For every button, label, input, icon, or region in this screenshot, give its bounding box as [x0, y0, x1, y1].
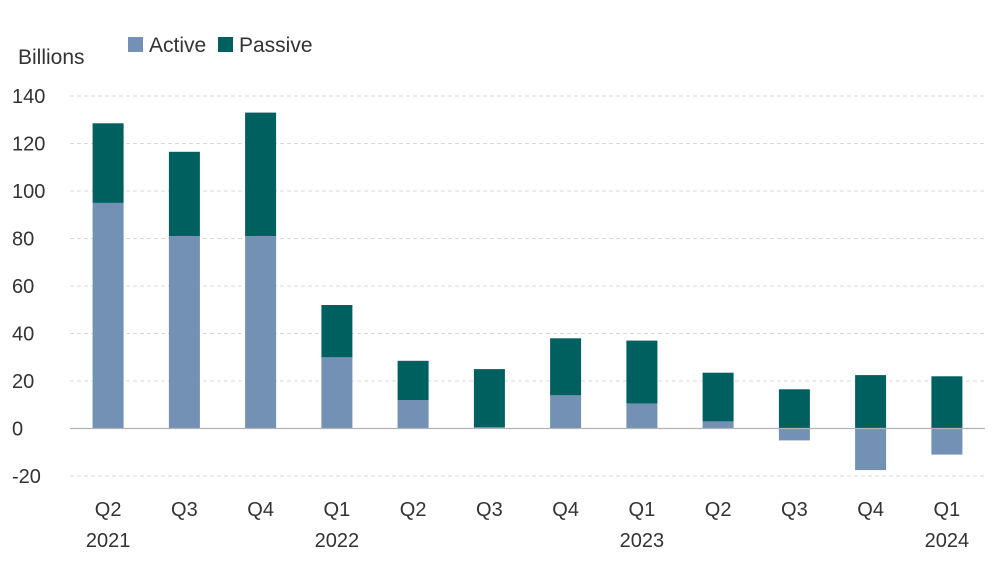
x-tick-label-quarter: Q1 — [324, 499, 351, 521]
y-tick-label: 80 — [12, 229, 34, 251]
x-tick-label-quarter: Q4 — [247, 499, 274, 521]
bar-passive-6 — [550, 338, 582, 396]
y-tick-label: -20 — [12, 466, 41, 488]
x-tick-label-quarter: Q2 — [400, 499, 427, 521]
bar-active-2 — [245, 236, 277, 429]
bar-active-0 — [92, 202, 124, 429]
legend-label-passive: Passive — [239, 34, 313, 57]
bar-active-3 — [321, 357, 353, 429]
y-tick-label: 0 — [12, 419, 23, 441]
bar-active-6 — [550, 395, 582, 429]
y-tick-label: 120 — [12, 134, 45, 156]
y-axis-title: Billions — [18, 46, 85, 69]
y-axis-ticks: 140 120 100 80 60 40 20 0 -20 — [12, 86, 45, 488]
x-tick-label-quarter: Q2 — [95, 499, 122, 521]
x-tick-label-year: 2023 — [620, 530, 665, 552]
x-tick-label-quarter: Q2 — [705, 499, 732, 521]
bar-passive-2 — [245, 112, 277, 237]
y-tick-label: 100 — [12, 181, 45, 203]
bar-active-1 — [168, 236, 200, 429]
x-axis-ticks: Q2 2021 Q3 Q4 Q1 2022 Q2 Q3 Q4 Q1 2023 Q2 Q3 Q4 Q1 2024 — [86, 499, 969, 552]
bar-active-10 — [855, 428, 887, 471]
bar-passive-10 — [855, 375, 887, 429]
bar-active-8 — [702, 421, 734, 429]
bar-passive-7 — [626, 340, 658, 404]
bar-passive-1 — [168, 151, 200, 237]
bars — [92, 112, 963, 471]
bar-passive-0 — [92, 123, 124, 203]
y-tick-label: 140 — [12, 86, 45, 108]
x-tick-label-quarter: Q4 — [552, 499, 579, 521]
x-tick-label-quarter: Q1 — [629, 499, 656, 521]
bar-active-7 — [626, 403, 658, 429]
bar-passive-11 — [931, 376, 963, 429]
bar-passive-3 — [321, 305, 353, 358]
legend: Active Passive — [128, 34, 313, 57]
legend-swatch-active — [128, 37, 143, 52]
legend-swatch-passive — [218, 37, 233, 52]
bar-active-11 — [931, 428, 963, 455]
x-tick-label-year: 2021 — [86, 530, 131, 552]
bar-active-4 — [397, 400, 429, 429]
legend-label-active: Active — [149, 34, 206, 57]
y-tick-label: 20 — [12, 371, 34, 393]
bar-passive-4 — [397, 360, 429, 400]
y-tick-label: 60 — [12, 276, 34, 298]
bar-active-9 — [778, 428, 810, 441]
x-tick-label-year: 2022 — [315, 530, 360, 552]
x-tick-label-quarter: Q3 — [171, 499, 198, 521]
y-tick-label: 40 — [12, 324, 34, 346]
x-tick-label-year: 2024 — [925, 530, 970, 552]
bar-passive-5 — [473, 369, 505, 428]
bar-passive-9 — [778, 389, 810, 429]
gridlines — [70, 95, 985, 477]
bar-passive-8 — [702, 372, 734, 422]
x-tick-label-quarter: Q3 — [476, 499, 503, 521]
x-tick-label-quarter: Q4 — [857, 499, 884, 521]
x-tick-label-quarter: Q3 — [781, 499, 808, 521]
x-tick-label-quarter: Q1 — [934, 499, 961, 521]
